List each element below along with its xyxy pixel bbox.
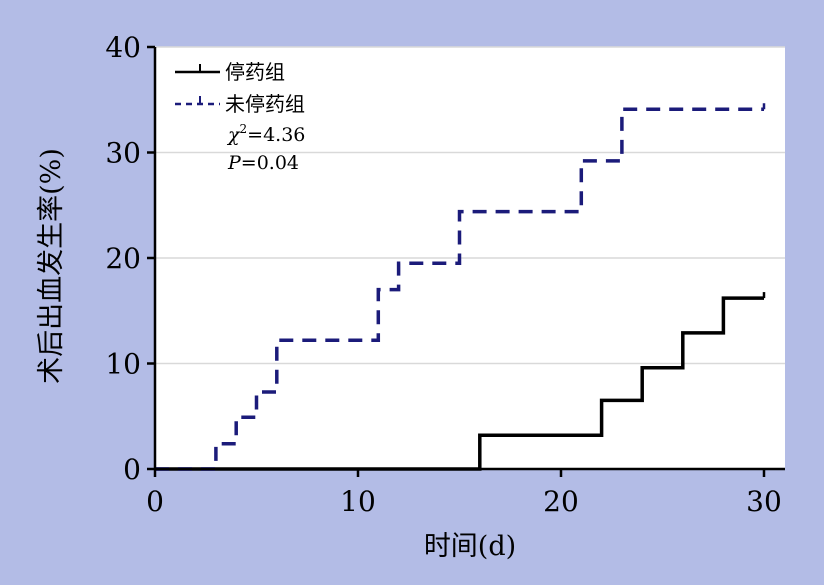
p-value-annotation: P=0.04 [227, 152, 299, 174]
chi-symbol: χ [226, 124, 241, 146]
legend: 停药组 未停药组 χ2=4.36 P=0.04 [175, 60, 305, 174]
legend-item-stop: 停药组 [175, 60, 285, 84]
y-tick-label: 30 [105, 137, 141, 170]
chi-superscript: 2 [240, 122, 248, 136]
y-tick-label: 10 [105, 348, 141, 381]
y-axis-label: 术后出血发生率(%) [36, 148, 67, 384]
series-line-0 [155, 296, 764, 471]
chi-value: =4.36 [247, 124, 305, 146]
legend-label-stop: 停药组 [225, 60, 285, 84]
p-value: =0.04 [241, 152, 299, 174]
p-symbol: P [227, 152, 242, 174]
x-tick-label: 20 [543, 485, 579, 518]
x-tick-label: 0 [146, 485, 164, 518]
legend-label-continue: 未停药组 [225, 92, 305, 116]
grid-lines [155, 46, 785, 365]
y-tick-label: 40 [105, 31, 141, 64]
series-group [155, 103, 766, 471]
y-tick-label: 0 [123, 453, 141, 486]
x-axis-label: 时间(d) [424, 531, 516, 562]
x-tick-label: 30 [746, 485, 782, 518]
legend-item-continue: 未停药组 [175, 92, 305, 116]
x-tick-label: 10 [340, 485, 376, 518]
chi-square-annotation: χ2=4.36 [226, 122, 305, 146]
axes: 0 10 20 30 40 0 10 20 30 [105, 31, 785, 518]
y-tick-label: 20 [105, 242, 141, 275]
series-line-1 [155, 107, 764, 471]
